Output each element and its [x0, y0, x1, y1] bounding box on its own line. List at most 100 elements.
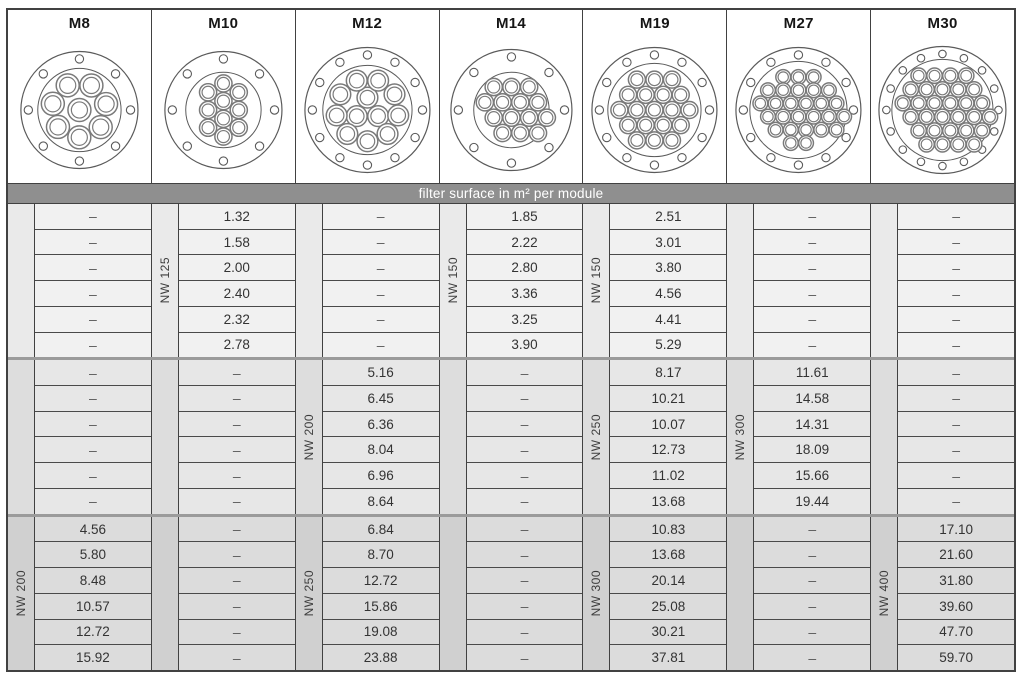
- filter-surface-value: 8.70: [322, 541, 439, 568]
- value-group-2: – – – – – – – – – – – – NW 200 5.16 6.45 6.36 8.04 6.96 8.…: [8, 357, 1015, 514]
- group2-column-m19: NW 250 8.17 10.21 10.07 12.73 11.02 13.68: [582, 360, 727, 514]
- empty-value-cell: –: [178, 516, 295, 542]
- flange-diagram-cell-m27: [726, 37, 871, 183]
- empty-value-cell: –: [35, 280, 151, 306]
- nw-size-strip-m10: [152, 360, 178, 513]
- flange-diagram-m14-icon: [449, 48, 573, 172]
- empty-value-cell: –: [754, 254, 871, 281]
- flange-diagram-cell-m10: [150, 37, 295, 183]
- filter-surface-value: 13.68: [610, 541, 727, 568]
- flange-diagram-m30-icon: [878, 45, 1007, 175]
- nw-size-label: NW 200: [301, 413, 316, 461]
- empty-value-cell: –: [322, 204, 439, 229]
- empty-value-cell: –: [322, 305, 439, 332]
- nw-size-label: NW 300: [589, 570, 604, 617]
- value-column-m14: – – – – – –: [465, 360, 583, 514]
- nw-size-strip-m12: [296, 204, 322, 357]
- empty-value-cell: –: [754, 567, 871, 593]
- nw-size-strip-m10: NW 125: [152, 204, 178, 357]
- empty-value-cell: –: [322, 280, 439, 306]
- value-column-m19: 2.51 3.01 3.80 4.56 4.41 5.29: [609, 204, 727, 358]
- empty-value-cell: –: [898, 228, 1015, 255]
- filter-surface-value: 8.64: [322, 487, 439, 514]
- empty-value-cell: –: [754, 618, 871, 645]
- empty-value-cell: –: [178, 541, 295, 568]
- nw-size-strip-m12: NW 250: [296, 517, 322, 670]
- filter-surface-value: 23.88: [322, 644, 439, 670]
- value-column-m27: – – – – – –: [753, 516, 871, 670]
- filter-surface-value: 8.48: [35, 567, 151, 593]
- empty-value-cell: –: [35, 385, 151, 411]
- value-column-m27: – – – – – –: [753, 204, 871, 358]
- value-column-m10: – – – – – –: [177, 516, 295, 670]
- nw-size-label: NW 250: [301, 570, 316, 617]
- flange-diagram-m8-icon: [20, 50, 139, 170]
- value-column-m12: – – – – – –: [321, 204, 439, 358]
- nw-size-strip-m10: [152, 517, 178, 670]
- empty-value-cell: –: [754, 204, 871, 229]
- group2-column-m30: – – – – – –: [870, 360, 1015, 514]
- empty-value-cell: –: [754, 331, 871, 358]
- nw-size-strip-m27: [727, 517, 753, 670]
- filter-surface-value: 31.80: [898, 567, 1015, 593]
- empty-value-cell: –: [754, 305, 871, 332]
- empty-value-cell: –: [322, 254, 439, 281]
- group3-column-m19: NW 300 10.83 13.68 20.14 25.08 30.21 37.81: [582, 516, 727, 670]
- group1-column-m8: – – – – – –: [8, 204, 151, 358]
- filter-surface-value: 4.56: [610, 280, 727, 306]
- value-column-m14: 1.85 2.22 2.80 3.36 3.25 3.90: [465, 204, 583, 358]
- value-column-m8: 4.56 5.80 8.48 10.57 12.72 15.92: [34, 516, 151, 670]
- module-header-m12: M12: [294, 10, 439, 37]
- module-header-m27: M27: [726, 10, 871, 37]
- value-column-m8: – – – – – –: [34, 204, 151, 358]
- flange-diagram-m12-icon: [304, 46, 431, 174]
- filter-surface-value: 10.83: [610, 516, 727, 542]
- filter-surface-value: 12.73: [610, 436, 727, 463]
- flange-diagram-m10-icon: [164, 50, 283, 170]
- empty-value-cell: –: [35, 254, 151, 281]
- empty-value-cell: –: [754, 228, 871, 255]
- flange-diagram-cell-m30: [870, 37, 1015, 183]
- empty-value-cell: –: [754, 541, 871, 568]
- empty-value-cell: –: [178, 644, 295, 670]
- nw-size-strip-m30: NW 400: [871, 517, 897, 670]
- empty-value-cell: –: [35, 436, 151, 463]
- filter-surface-value: 5.80: [35, 541, 151, 568]
- nw-size-strip-m8: [8, 204, 34, 357]
- empty-value-cell: –: [466, 360, 583, 386]
- value-column-m19: 8.17 10.21 10.07 12.73 11.02 13.68: [609, 360, 727, 514]
- value-group-1: – – – – – – NW 125 1.32 1.58 2.00 2.40 2.32 2.78– – – –…: [8, 204, 1015, 358]
- empty-value-cell: –: [35, 331, 151, 358]
- value-column-m12: 6.84 8.70 12.72 15.86 19.08 23.88: [321, 516, 439, 670]
- filter-surface-value: 30.21: [610, 618, 727, 645]
- filter-surface-value: 2.00: [178, 254, 295, 281]
- filter-surface-value: 20.14: [610, 567, 727, 593]
- filter-surface-value: 18.09: [754, 436, 871, 463]
- empty-value-cell: –: [898, 360, 1015, 386]
- filter-surface-value: 39.60: [898, 592, 1015, 619]
- value-group-3: NW 200 4.56 5.80 8.48 10.57 12.72 15.92– – – – – – N…: [8, 513, 1015, 670]
- empty-value-cell: –: [35, 462, 151, 488]
- empty-value-cell: –: [898, 204, 1015, 229]
- empty-value-cell: –: [466, 592, 583, 619]
- empty-value-cell: –: [178, 462, 295, 488]
- module-header-m8: M8: [8, 10, 151, 37]
- flange-diagram-row: [8, 37, 1015, 183]
- nw-size-strip-m30: [871, 204, 897, 357]
- filter-surface-value: 2.80: [466, 254, 583, 281]
- value-column-m19: 10.83 13.68 20.14 25.08 30.21 37.81: [609, 516, 727, 670]
- filter-surface-value: 6.45: [322, 385, 439, 411]
- filter-surface-value: 11.02: [610, 462, 727, 488]
- filter-surface-value: 59.70: [898, 644, 1015, 670]
- filter-surface-value: 2.22: [466, 228, 583, 255]
- filter-surface-value: 5.29: [610, 331, 727, 358]
- empty-value-cell: –: [466, 436, 583, 463]
- filter-surface-value: 19.08: [322, 618, 439, 645]
- filter-surface-value: 17.10: [898, 516, 1015, 542]
- group3-column-m8: NW 200 4.56 5.80 8.48 10.57 12.72 15.92: [8, 516, 151, 670]
- empty-value-cell: –: [35, 487, 151, 514]
- filter-surface-value: 15.66: [754, 462, 871, 488]
- empty-value-cell: –: [754, 280, 871, 306]
- filter-surface-value: 3.36: [466, 280, 583, 306]
- nw-size-strip-m12: NW 200: [296, 360, 322, 513]
